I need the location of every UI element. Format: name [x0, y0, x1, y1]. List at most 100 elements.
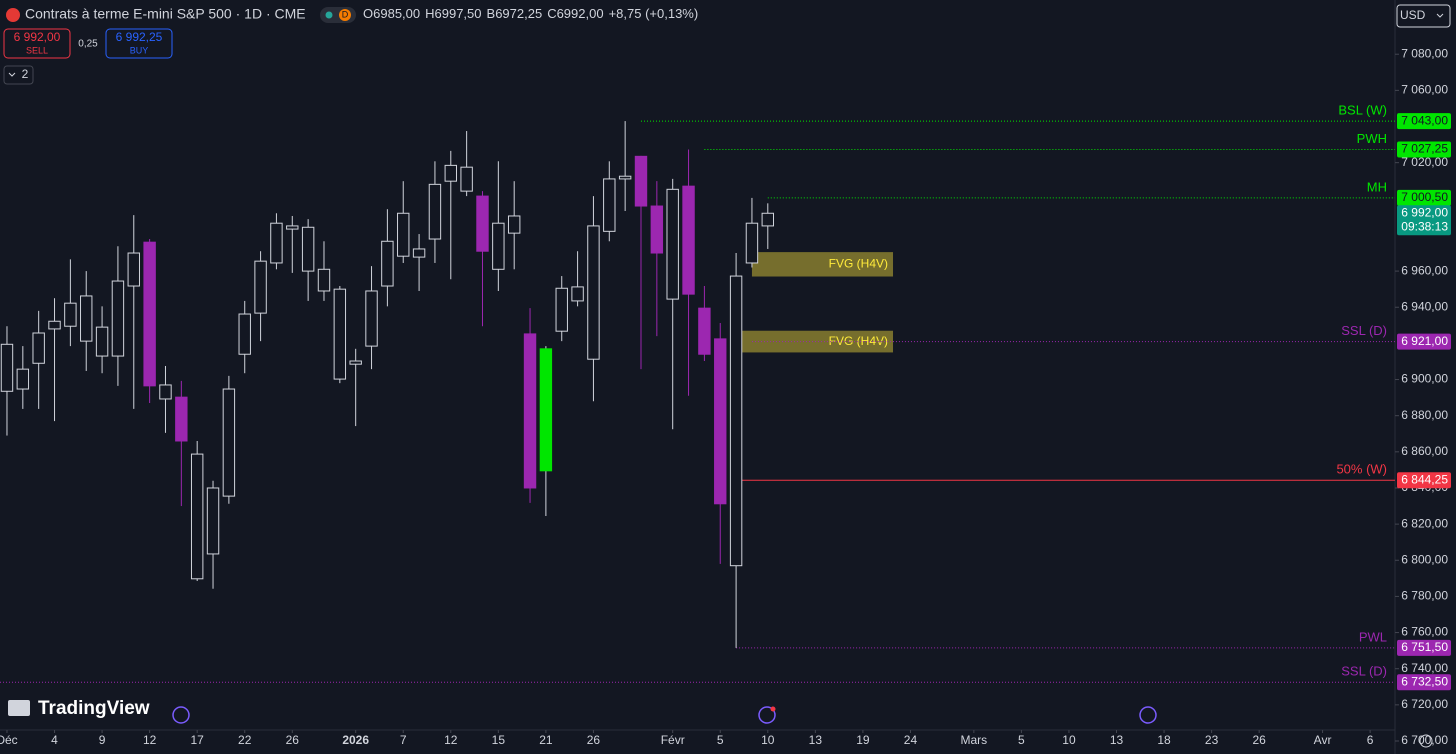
candle-body: [206, 487, 220, 555]
sell-label[interactable]: SELL: [26, 45, 48, 55]
y-tick-label: 6 820,00: [1401, 516, 1448, 530]
change: +8,75 (+0,13%): [609, 6, 699, 21]
buy-button[interactable]: [105, 28, 173, 59]
h-key: H: [425, 6, 434, 21]
level-tag-label: 7 043,00: [1401, 113, 1448, 127]
y-tick-label: 7 080,00: [1401, 46, 1448, 60]
sell-price[interactable]: 6 992,00: [14, 30, 61, 44]
x-tick-label: Mars: [961, 733, 988, 747]
fvg-label: FVG (H4V): [829, 256, 888, 270]
chevron: [1436, 13, 1444, 18]
candle-body: [159, 384, 172, 400]
o-key: O: [363, 6, 373, 21]
candle-body: [80, 295, 93, 342]
candle-body: [745, 222, 759, 264]
level-tag: [1397, 639, 1451, 656]
candle-body: [286, 225, 299, 230]
buy-price[interactable]: 6 992,25: [116, 30, 163, 44]
event-dot: [770, 706, 776, 712]
level-tag-label: 6 732,50: [1401, 674, 1448, 688]
candle-body: [682, 185, 695, 295]
candle-body: [666, 188, 679, 300]
candle-body: [16, 368, 30, 390]
candle-body: [127, 252, 140, 287]
candle-body: [507, 215, 521, 234]
countdown: 09:38:13: [1401, 219, 1448, 233]
candle-body: [523, 333, 537, 489]
currency[interactable]: USD: [1400, 8, 1426, 22]
spread: 0,25: [78, 39, 98, 50]
x-tick-label: 26: [286, 733, 300, 747]
level-name: BSL (W): [1338, 103, 1387, 118]
x-tick-label: 5: [1018, 733, 1025, 747]
x-tick-label: 19: [856, 733, 870, 747]
fvg-zone: [751, 252, 894, 277]
candle-body: [698, 307, 711, 355]
chart-title: Contrats à terme E-mini S&P 500 · 1D · C…: [25, 6, 306, 22]
y-tick-label: 6 800,00: [1401, 552, 1448, 566]
x-tick-label: 18: [1157, 733, 1171, 747]
candle-body: [381, 240, 394, 287]
x-tick-label: Févr: [661, 733, 685, 747]
x-tick-label: 13: [809, 733, 823, 747]
y-tick-label: 6 940,00: [1401, 299, 1448, 313]
level-tag-label: 6 751,50: [1401, 640, 1448, 654]
y-tick-label: 6 860,00: [1401, 444, 1448, 458]
y-tick-label: 6 700,00: [1401, 733, 1448, 747]
x-tick-label: 10: [761, 733, 775, 747]
candle-body: [95, 326, 109, 357]
indicators-count[interactable]: 2: [22, 67, 29, 81]
x-tick-label: 12: [143, 733, 157, 747]
sell-button[interactable]: [3, 28, 71, 59]
level-tag-label: 7 027,25: [1401, 142, 1448, 156]
candle-body: [412, 248, 426, 258]
x-tick-label: 15: [492, 733, 506, 747]
candle-body: [761, 212, 775, 227]
candle-body: [317, 268, 331, 292]
o-value: 6985,00: [373, 6, 420, 21]
candle-body: [0, 343, 14, 392]
candle-body: [444, 164, 457, 182]
event-icon[interactable]: [758, 706, 776, 724]
x-tick-label: 22: [238, 733, 252, 747]
candle-body: [397, 212, 410, 257]
candle-body: [603, 178, 616, 232]
status-dot: [325, 11, 333, 19]
ohlc-line: O6985,00 H6997,50 B6972,25 C6992,00 +8,75 (+…: [363, 6, 698, 21]
l-key: B: [487, 6, 496, 21]
candle-body: [492, 222, 505, 270]
candle-body: [32, 332, 45, 364]
candle-body: [618, 175, 632, 180]
brand-logo: [8, 700, 30, 716]
level-name: 50% (W): [1336, 462, 1387, 477]
x-tick-label: 26: [587, 733, 601, 747]
level-tag: [1397, 141, 1451, 158]
candle-body: [555, 287, 568, 332]
settings-icon[interactable]: [1419, 734, 1433, 748]
event-icon[interactable]: [1139, 706, 1157, 724]
candle-body: [539, 348, 553, 472]
currency-button[interactable]: [1396, 4, 1451, 28]
plot: 7 080,00 7 060,00 7 020,00 6 960,00 6 940,00…: [0, 46, 1451, 747]
x-tick-label: 9: [99, 733, 106, 747]
level-name: SSL (D): [1341, 664, 1387, 679]
level-name: PWH: [1357, 131, 1387, 146]
candle-body: [143, 241, 156, 387]
overlay: Contrats à terme E-mini S&P 500 · 1D · C…: [3, 4, 1451, 748]
l-value: 6972,25: [495, 6, 542, 21]
level-tag: [1397, 472, 1451, 489]
indicators-toggle[interactable]: [3, 65, 34, 85]
buy-label[interactable]: BUY: [130, 45, 149, 55]
x-tick-label: 6: [1367, 733, 1374, 747]
event-icon[interactable]: [172, 706, 190, 724]
level-tag-label: 6 921,00: [1401, 334, 1448, 348]
candle-body: [650, 205, 664, 254]
y-tick-label: 6 740,00: [1401, 661, 1448, 675]
candle-body: [349, 360, 362, 365]
level-tag: [1397, 333, 1451, 350]
x-tick-label: 17: [191, 733, 205, 747]
x-tick-label: 7: [400, 733, 407, 747]
candle-body: [333, 288, 347, 380]
level-tag-label: 6 844,25: [1401, 472, 1448, 486]
